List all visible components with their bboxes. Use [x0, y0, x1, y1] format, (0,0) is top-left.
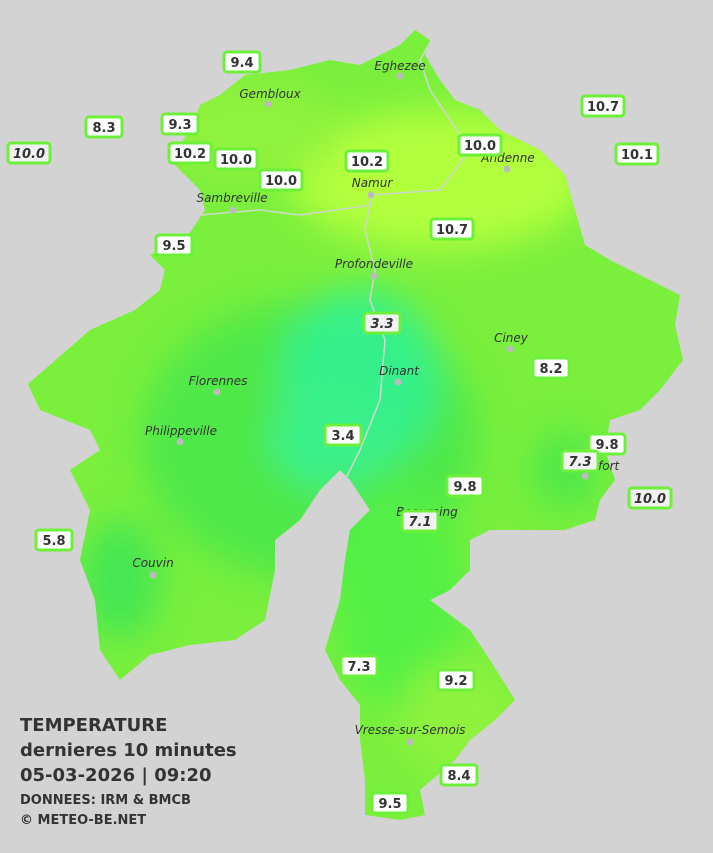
- station-value: 9.2: [444, 674, 467, 689]
- station-box: [323, 423, 363, 447]
- station-box: [436, 668, 476, 692]
- city-dot: [213, 388, 221, 396]
- station-value: 9.3: [168, 118, 191, 133]
- station-value: 10.0: [13, 147, 45, 162]
- city-label: Gembloux: [239, 87, 301, 101]
- station-box: [429, 217, 475, 241]
- title-source: DONNEES: IRM & BMCB: [20, 793, 191, 808]
- station-box: [370, 791, 410, 815]
- station-box: [167, 141, 213, 165]
- station-box: [213, 147, 259, 171]
- city-label: Philippeville: [145, 424, 217, 438]
- city-dot: [406, 738, 414, 746]
- city-label: Namur: [352, 176, 394, 190]
- station-value: 10.2: [351, 155, 383, 170]
- city-dot: [264, 100, 272, 108]
- station-value: 7.3: [347, 660, 370, 675]
- city-label: Profondeville: [335, 257, 413, 271]
- station-value: 3.3: [370, 317, 393, 332]
- station-value: 8.4: [447, 769, 470, 784]
- station-value: 8.3: [92, 121, 115, 136]
- title-heading: TEMPERATURE: [20, 715, 167, 736]
- station-value: 10.2: [174, 147, 206, 162]
- city-dot: [367, 191, 375, 199]
- title-subheading: dernieres 10 minutes: [20, 740, 237, 761]
- station-box: [445, 474, 485, 498]
- city-dot: [396, 72, 404, 80]
- station-value: 10.0: [265, 174, 297, 189]
- city-dot: [506, 345, 514, 353]
- city-label: Sambreville: [196, 191, 267, 205]
- city-dot: [229, 206, 237, 214]
- city-dot: [176, 438, 184, 446]
- title-datetime: 05-03-2026 | 09:20: [20, 765, 212, 786]
- city-dot: [503, 165, 511, 173]
- station-value: 9.5: [378, 797, 401, 812]
- city-label: Eghezee: [374, 59, 425, 73]
- station-box: [362, 311, 402, 335]
- station-box: [84, 115, 124, 139]
- city-label: Dinant: [379, 364, 420, 378]
- station-value: 7.1: [408, 515, 431, 530]
- station-box: [6, 141, 52, 165]
- station-value: 9.4: [230, 56, 253, 71]
- station-value: 7.3: [568, 455, 591, 470]
- station-value: 9.8: [595, 438, 618, 453]
- station-value: 10.0: [634, 492, 666, 507]
- city-label: Vresse-sur-Semois: [355, 723, 466, 737]
- station-box: [160, 112, 200, 136]
- station-box: [400, 509, 440, 533]
- station-value: 10.7: [436, 223, 468, 238]
- city-label: Florennes: [189, 374, 248, 388]
- city-dot: [370, 272, 378, 280]
- station-value: 10.0: [220, 153, 252, 168]
- station-box: [34, 528, 74, 552]
- city-label: Ciney: [494, 331, 529, 345]
- station-box: [339, 654, 379, 678]
- station-value: 8.2: [539, 362, 562, 377]
- station-value: 10.7: [587, 100, 619, 115]
- city-label: Couvin: [132, 556, 173, 570]
- station-box: [587, 432, 627, 456]
- station-value: 10.1: [621, 148, 653, 163]
- station-value: 3.4: [331, 429, 354, 444]
- city-dot: [581, 472, 589, 480]
- station-box: [614, 142, 660, 166]
- city-dot: [394, 378, 402, 386]
- station-value: 9.8: [453, 480, 476, 495]
- station-value: 10.0: [464, 139, 496, 154]
- station-box: [560, 449, 600, 473]
- station-box: [154, 233, 194, 257]
- title-copyright: © METEO-BE.NET: [20, 813, 146, 828]
- station-box: [627, 486, 673, 510]
- station-box: [222, 50, 262, 74]
- station-value: 9.5: [162, 239, 185, 254]
- station-box: [457, 133, 503, 157]
- station-box: [258, 168, 304, 192]
- station-box: [580, 94, 626, 118]
- station-box: [439, 763, 479, 787]
- station-box: [531, 356, 571, 380]
- station-value: 5.8: [42, 534, 65, 549]
- city-dot: [149, 571, 157, 579]
- station-box: [344, 149, 390, 173]
